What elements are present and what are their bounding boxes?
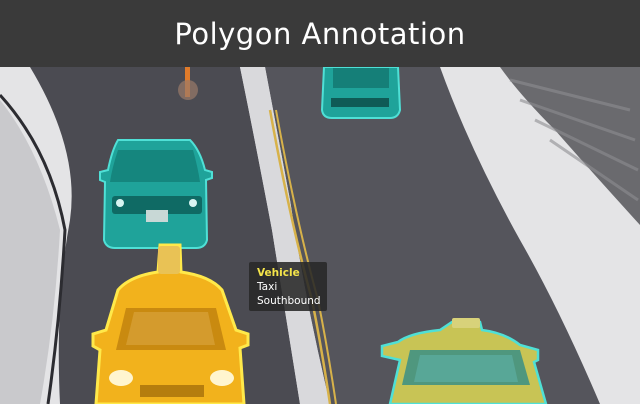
teal-car-top [320, 67, 402, 119]
annotation-tooltip: Vehicle Taxi Southbound [249, 262, 327, 311]
road-scene [0, 67, 640, 404]
page-title: Polygon Annotation [174, 16, 466, 51]
left-shoulder [0, 100, 60, 404]
taxi-right [380, 318, 548, 404]
tooltip-category: Vehicle [257, 267, 300, 279]
left-road-edge [0, 93, 67, 404]
teal-suv [99, 139, 213, 249]
header-bar: Polygon Annotation [0, 0, 640, 67]
right-road [265, 67, 600, 404]
tooltip-direction: Southbound [257, 295, 321, 307]
stone-wall-texture [509, 78, 639, 202]
roadside-object [178, 80, 198, 100]
median-snow [240, 67, 330, 404]
tooltip-type: Taxi [257, 281, 278, 293]
yellow-taxi [91, 243, 250, 404]
